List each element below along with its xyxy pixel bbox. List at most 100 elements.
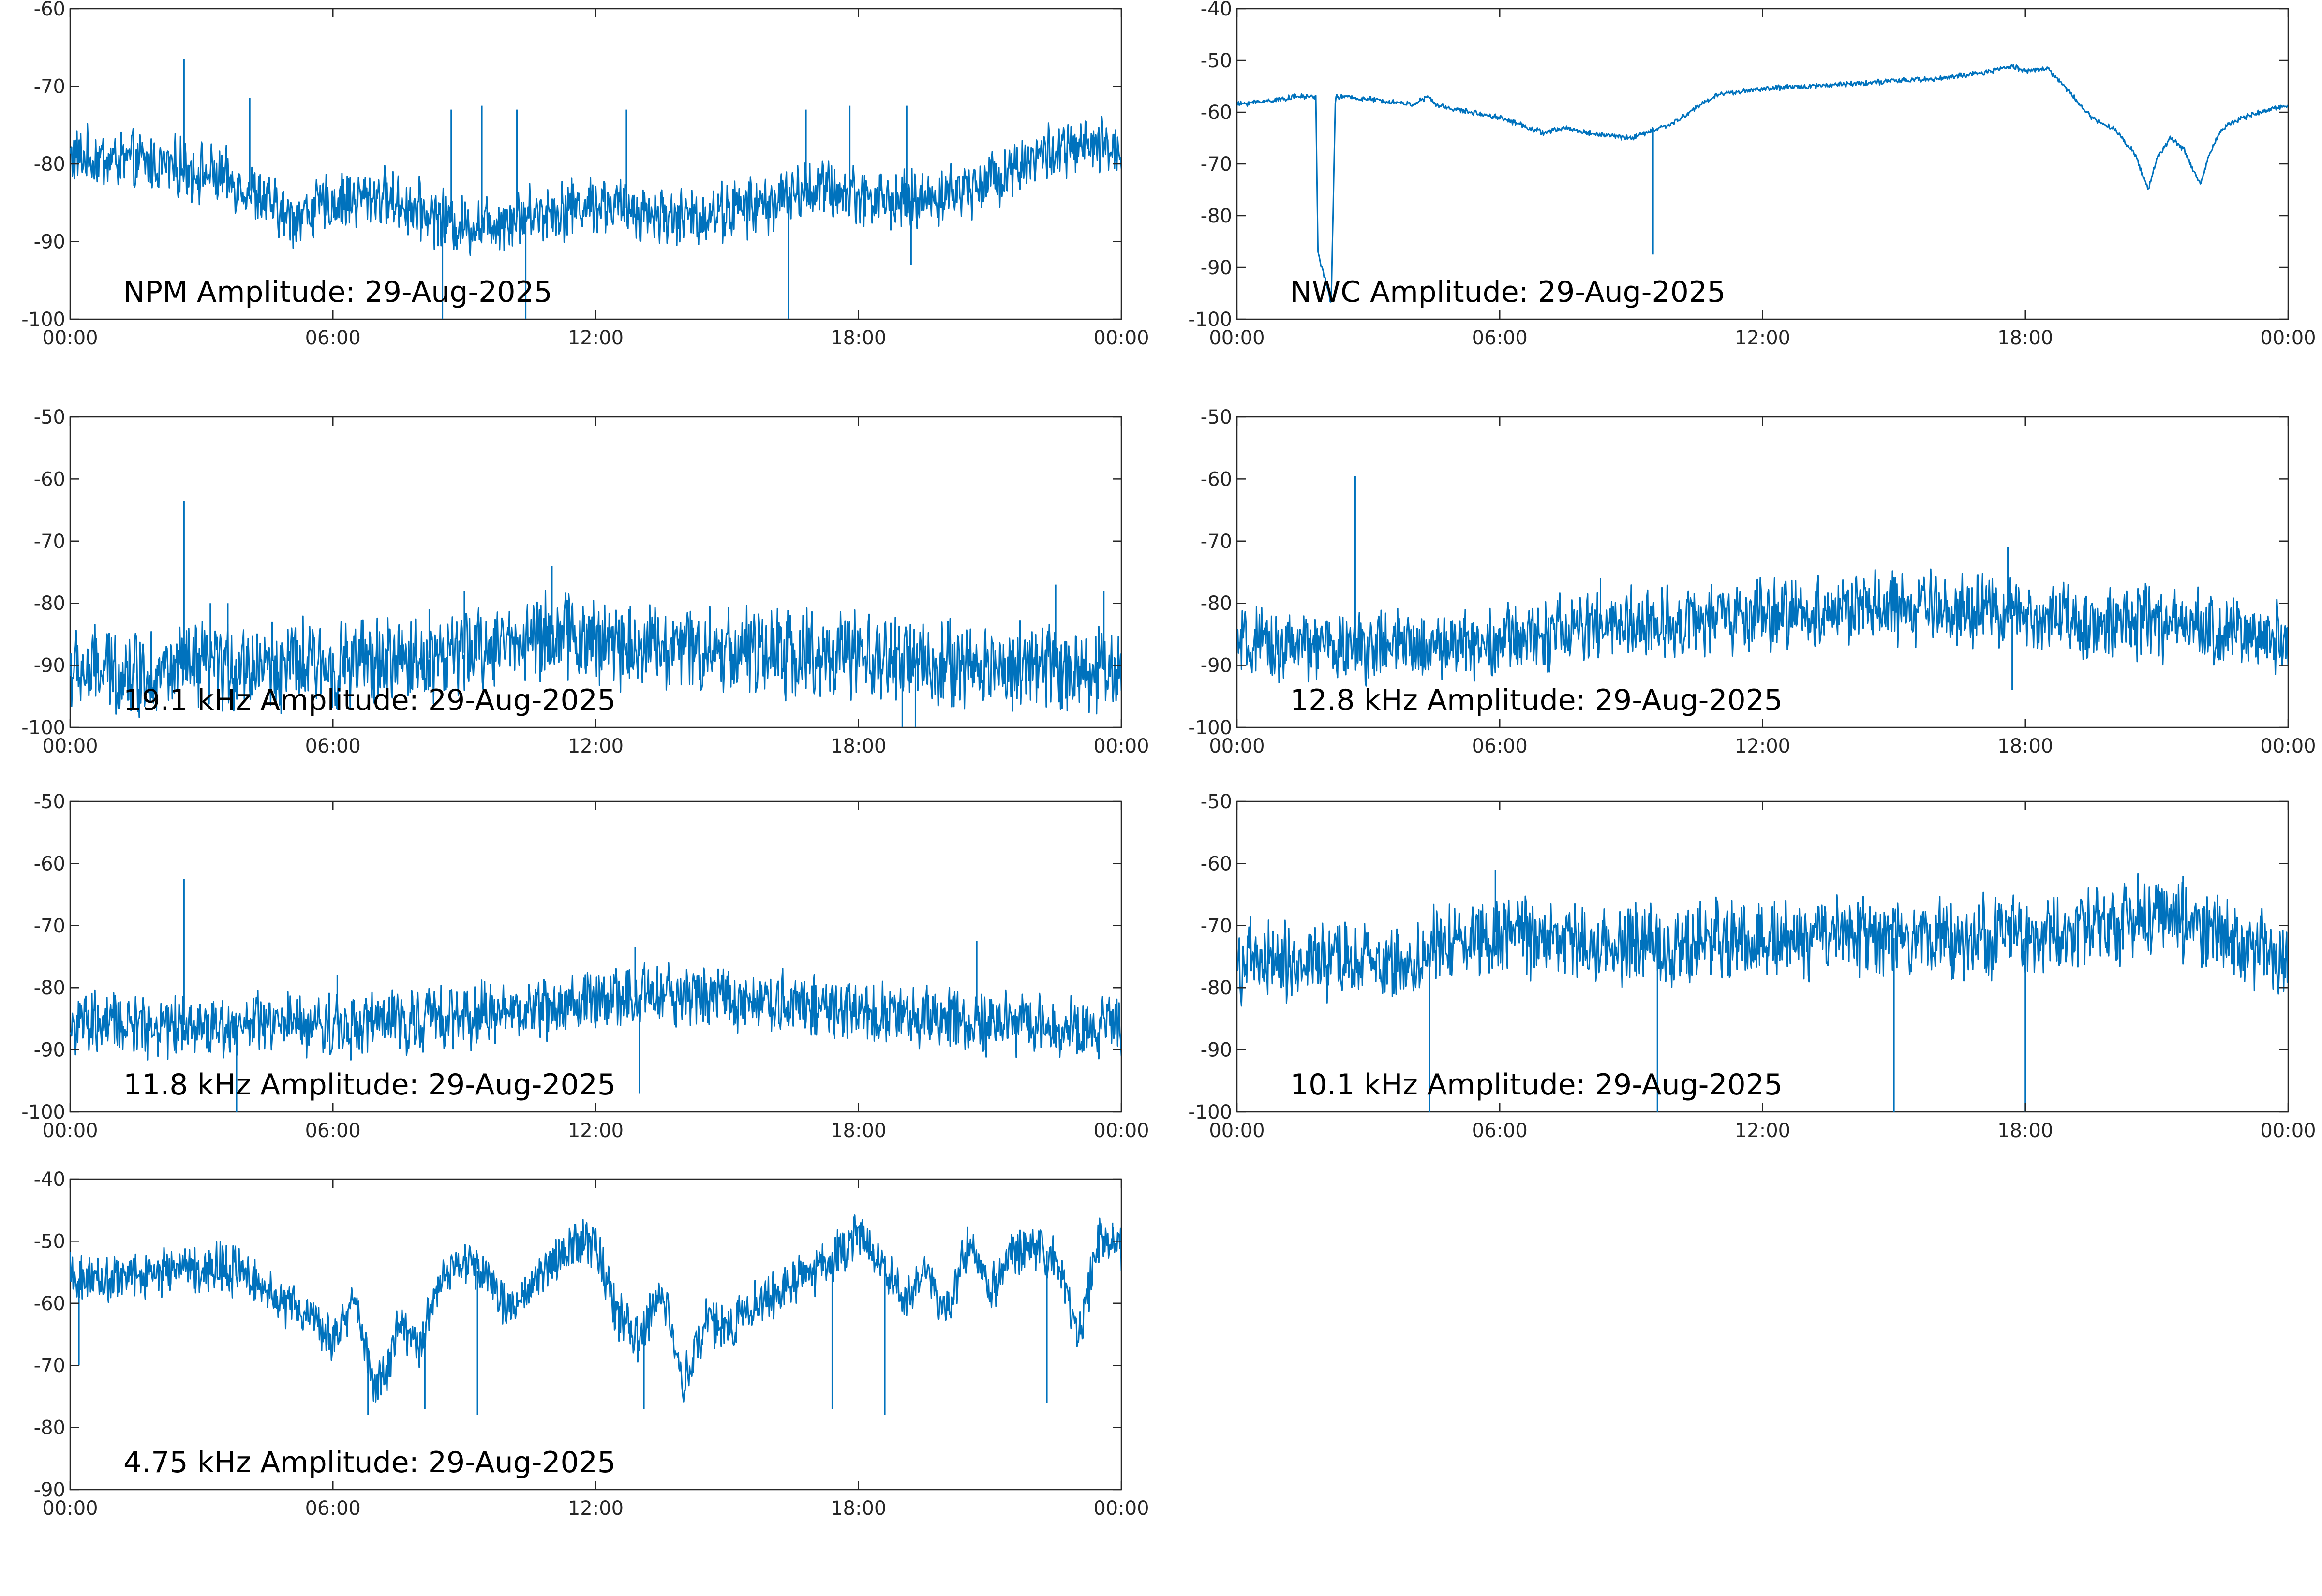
x-tick-label: 06:00 — [1472, 1120, 1528, 1142]
panel-title: 11.8 kHz Amplitude: 29-Aug-2025 — [123, 1068, 616, 1102]
x-tick-label: 00:00 — [1209, 735, 1265, 757]
panel-title: 4.75 kHz Amplitude: 29-Aug-2025 — [123, 1446, 616, 1479]
y-tick-label: -100 — [1188, 1101, 1232, 1123]
x-tick-label: 00:00 — [2260, 327, 2316, 349]
y-tick-label: -50 — [34, 1230, 65, 1253]
x-tick-label: 18:00 — [1997, 735, 2053, 757]
x-tick-label: 18:00 — [1997, 1120, 2053, 1142]
y-tick-label: -90 — [34, 231, 65, 253]
y-tick-label: -60 — [1201, 853, 1232, 875]
x-tick-label: 00:00 — [42, 327, 98, 349]
y-tick-label: -70 — [34, 1355, 65, 1377]
series-line — [1237, 873, 2288, 1007]
x-tick-label: 12:00 — [1735, 735, 1790, 757]
y-tick-label: -50 — [34, 791, 65, 813]
x-tick-label: 06:00 — [305, 1497, 361, 1520]
x-tick-label: 18:00 — [831, 1497, 886, 1520]
y-tick-label: -40 — [1201, 0, 1232, 20]
x-tick-label: 12:00 — [568, 735, 624, 757]
y-tick-label: -60 — [34, 468, 65, 490]
y-tick-label: -80 — [34, 1417, 65, 1439]
y-tick-label: -90 — [1201, 257, 1232, 279]
series-line — [1237, 568, 2288, 687]
x-tick-label: 00:00 — [2260, 1120, 2316, 1142]
y-tick-label: -60 — [34, 0, 65, 20]
y-tick-label: -80 — [34, 153, 65, 176]
x-tick-label: 18:00 — [831, 1120, 886, 1142]
x-tick-label: 00:00 — [1209, 327, 1265, 349]
series-line — [70, 962, 1121, 1061]
panel-title: 12.8 kHz Amplitude: 29-Aug-2025 — [1290, 683, 1783, 717]
y-tick-label: -70 — [34, 531, 65, 553]
y-tick-label: -60 — [34, 853, 65, 875]
panel-title: NWC Amplitude: 29-Aug-2025 — [1290, 275, 1726, 309]
axes-frame — [69, 800, 1122, 1113]
y-tick-label: -70 — [1201, 153, 1232, 176]
y-tick-label: -100 — [21, 309, 65, 331]
x-tick-label: 12:00 — [568, 1497, 624, 1520]
axes-frame — [69, 8, 1122, 320]
x-tick-label: 00:00 — [1093, 327, 1149, 349]
series-line — [1237, 64, 2288, 303]
y-tick-label: -60 — [1201, 468, 1232, 490]
series-line — [70, 116, 1121, 256]
axes-frame — [1236, 416, 2289, 728]
y-tick-label: -80 — [1201, 205, 1232, 227]
axes-frame — [69, 1178, 1122, 1491]
y-tick-label: -80 — [34, 977, 65, 999]
y-tick-label: -100 — [21, 1101, 65, 1123]
x-tick-label: 00:00 — [42, 1120, 98, 1142]
x-tick-label: 18:00 — [831, 735, 886, 757]
y-tick-label: -90 — [34, 655, 65, 677]
x-tick-label: 00:00 — [1093, 1120, 1149, 1142]
y-tick-label: -80 — [1201, 977, 1232, 999]
x-tick-label: 00:00 — [1209, 1120, 1265, 1142]
y-tick-label: -80 — [34, 592, 65, 615]
x-tick-label: 18:00 — [831, 327, 886, 349]
y-tick-label: -60 — [1201, 102, 1232, 124]
panel-title: 19.1 kHz Amplitude: 29-Aug-2025 — [123, 683, 616, 717]
y-tick-label: -90 — [1201, 1039, 1232, 1062]
y-tick-label: -50 — [34, 406, 65, 429]
y-tick-label: -50 — [1201, 406, 1232, 429]
series-line — [70, 1214, 1121, 1403]
x-tick-label: 12:00 — [1735, 327, 1790, 349]
y-tick-label: -40 — [34, 1168, 65, 1191]
x-tick-label: 00:00 — [2260, 735, 2316, 757]
series-line — [70, 590, 1121, 718]
y-tick-label: -70 — [1201, 915, 1232, 937]
x-tick-label: 12:00 — [1735, 1120, 1790, 1142]
y-tick-label: -70 — [34, 76, 65, 98]
y-tick-label: -90 — [1201, 655, 1232, 677]
y-tick-label: -90 — [34, 1479, 65, 1501]
x-tick-label: 00:00 — [1093, 1497, 1149, 1520]
x-tick-label: 18:00 — [1997, 327, 2053, 349]
x-tick-label: 06:00 — [305, 1120, 361, 1142]
x-tick-label: 00:00 — [42, 735, 98, 757]
x-tick-label: 00:00 — [42, 1497, 98, 1520]
panel-title: 10.1 kHz Amplitude: 29-Aug-2025 — [1290, 1068, 1783, 1102]
y-tick-label: -70 — [34, 915, 65, 937]
axes-frame — [1236, 8, 2289, 320]
y-tick-label: -70 — [1201, 531, 1232, 553]
y-tick-label: -50 — [1201, 791, 1232, 813]
y-tick-label: -80 — [1201, 592, 1232, 615]
y-tick-label: -90 — [34, 1039, 65, 1062]
y-tick-label: -100 — [21, 717, 65, 739]
x-tick-label: 06:00 — [305, 327, 361, 349]
y-tick-label: -100 — [1188, 717, 1232, 739]
panel-title: NPM Amplitude: 29-Aug-2025 — [123, 275, 552, 309]
x-tick-label: 06:00 — [1472, 735, 1528, 757]
x-tick-label: 06:00 — [1472, 327, 1528, 349]
y-tick-label: -50 — [1201, 50, 1232, 72]
x-tick-label: 12:00 — [568, 1120, 624, 1142]
x-tick-label: 00:00 — [1093, 735, 1149, 757]
